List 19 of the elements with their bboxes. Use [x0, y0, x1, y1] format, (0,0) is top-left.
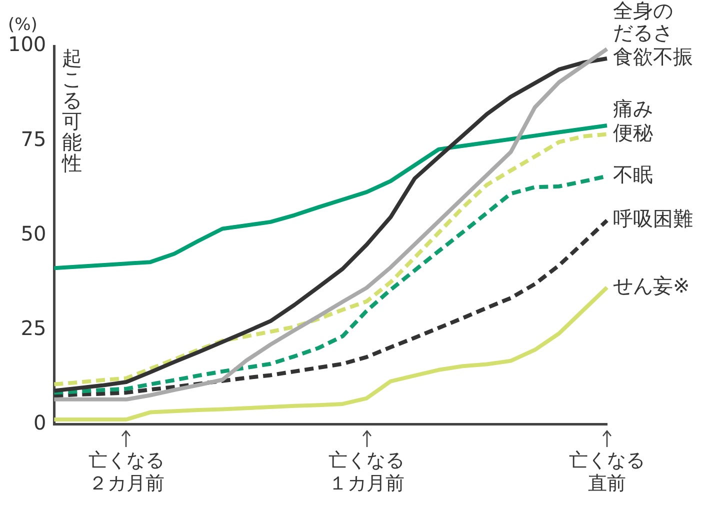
x-tick-label: 亡くなる直前	[569, 450, 645, 495]
series-label: 全身のだるさ	[613, 0, 673, 45]
x-tick-label: 亡くなる２カ月前	[88, 450, 164, 495]
y-tick-label: 100	[8, 32, 46, 56]
y-tick-label: 25	[20, 316, 46, 340]
series-label: 呼吸困難	[613, 206, 693, 231]
series-label: 食欲不振	[613, 44, 693, 69]
y-tick-label: 0	[33, 410, 46, 435]
series-label: 痛み	[613, 96, 653, 120]
y-axis-title: 起こる可能性	[61, 46, 82, 176]
text: (%)	[8, 14, 38, 35]
series-label: 便秘	[613, 120, 653, 144]
y-tick-label: 50	[20, 221, 46, 246]
x-tick-label: 亡くなる１カ月前	[328, 450, 405, 495]
series-label: せん妄※	[613, 274, 690, 298]
line-series	[52, 218, 609, 398]
series-label: 不眠	[613, 162, 653, 186]
line-series	[52, 132, 609, 386]
y-tick-label: 75	[20, 126, 46, 151]
